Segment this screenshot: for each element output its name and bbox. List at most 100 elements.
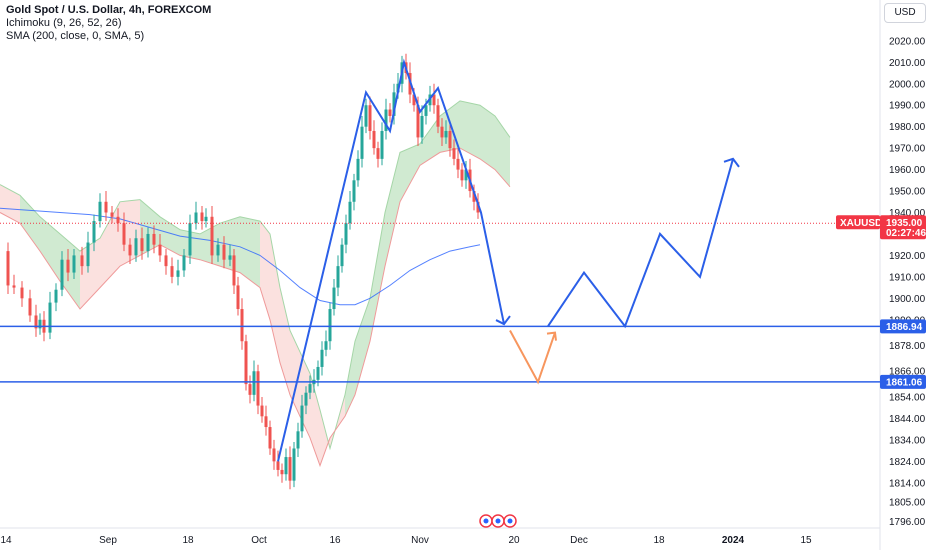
price-tick-label: 1920.00 [889, 251, 926, 262]
time-tick-label: Nov [411, 535, 429, 546]
candle-body [236, 285, 240, 310]
ichimoku-indicator-label[interactable]: Ichimoku (9, 26, 52, 26) [6, 17, 122, 29]
candle-body [296, 431, 300, 449]
candle-body [110, 212, 114, 217]
candle-body [308, 384, 312, 393]
candle-body [134, 238, 138, 256]
candle-body [6, 251, 10, 286]
current-price-label: 1935.00 [886, 218, 923, 229]
price-tick-label: 1900.00 [889, 294, 926, 305]
candle-body [272, 448, 276, 462]
candle-body [316, 366, 320, 380]
time-tick-label: 2024 [722, 535, 745, 546]
ichimoku-cloud-segment [200, 223, 220, 267]
ichimoku-cloud-segment [80, 238, 100, 309]
level-price-tag [880, 319, 926, 334]
candle-body [284, 457, 288, 475]
candle-body [204, 216, 208, 222]
candle-body [380, 130, 384, 159]
candle-body [60, 259, 64, 290]
price-tick-label: 2000.00 [889, 79, 926, 90]
time-tick-label: 18 [182, 535, 194, 546]
candle-body [216, 244, 220, 256]
candle-body [412, 94, 416, 106]
alt-projection-drawing [509, 330, 556, 385]
ichimoku-cloud-segment [100, 201, 120, 288]
time-tick-label: Sep [99, 535, 117, 546]
candle-body [260, 405, 264, 417]
ichimoku-cloud-segment [480, 105, 495, 170]
candle-body [188, 223, 192, 256]
candle-body [146, 233, 150, 252]
candle-body [264, 416, 268, 428]
candle-body [86, 242, 90, 267]
candle-body [240, 309, 244, 342]
candle-body [336, 266, 340, 288]
candle-body [140, 238, 144, 252]
time-tick-label: 18 [653, 535, 665, 546]
ichimoku-cloud-segment [420, 116, 440, 166]
candle-body [388, 109, 392, 116]
candle-body [440, 126, 444, 138]
time-tick-label: 20 [508, 535, 520, 546]
candle-body [432, 94, 436, 106]
candle-body [182, 255, 186, 271]
candle-body [360, 126, 364, 159]
candle-body [170, 266, 174, 277]
candle-body [72, 255, 76, 273]
candle-body [448, 130, 452, 149]
arrow-up-orange-icon [546, 331, 557, 341]
ichimoku-cloud-segment [160, 216, 180, 256]
candle-body [452, 148, 456, 159]
time-tick-label: 16 [329, 535, 341, 546]
ichimoku-cloud-segment [385, 152, 400, 267]
ichimoku-cloud-segment [280, 287, 290, 395]
candle-body [194, 212, 198, 224]
candle-body [12, 285, 16, 288]
candle-body [248, 384, 252, 395]
level-price-tag [880, 374, 926, 389]
candle-body [228, 255, 232, 260]
countdown-label: 02:27:46 [886, 228, 926, 239]
candle-body [348, 201, 352, 224]
us-flag-event-icon-dot [495, 518, 501, 524]
candle-body [464, 169, 468, 181]
ichimoku-cloud-segment [460, 100, 480, 159]
ichimoku-cloud-segment [495, 116, 510, 187]
candle-body [176, 270, 180, 277]
arrow-down-icon [495, 315, 511, 326]
price-tick-label: 1814.00 [889, 478, 926, 489]
ichimoku-cloud-segment [400, 143, 420, 202]
time-tick-label: Dec [570, 535, 588, 546]
current-price-tag [880, 215, 926, 240]
price-tick-label: 1834.00 [889, 435, 926, 446]
arrow-up-icon [723, 157, 740, 168]
candle-body [152, 233, 156, 245]
price-tick-label: 1960.00 [889, 165, 926, 176]
currency-button[interactable]: USD [884, 3, 926, 23]
candle-body [104, 201, 108, 213]
candle-body [34, 315, 38, 329]
candle-body [300, 405, 304, 432]
candle-body [244, 341, 248, 385]
candle-body [210, 216, 214, 256]
candle-body [344, 223, 348, 245]
ichimoku-span-a [0, 100, 511, 451]
sma-indicator-label[interactable]: SMA (200, close, 0, SMA, 5) [6, 30, 145, 42]
candle-body [48, 302, 52, 333]
candle-body [116, 216, 120, 224]
candle-body [472, 191, 476, 202]
candle-body [66, 259, 70, 273]
candle-body [252, 371, 256, 395]
symbol-tag-label: XAUUSD [840, 218, 882, 229]
candle-body [276, 461, 280, 470]
candle-body [20, 287, 24, 299]
ichimoku-cloud-segment [60, 233, 80, 309]
candle-body [320, 349, 324, 367]
ichimoku-cloud-segment [370, 212, 385, 342]
symbol-title: Gold Spot / U.S. Dollar, 4h, FOREXCOM [6, 4, 212, 16]
price-tick-label: 1970.00 [889, 144, 926, 155]
candle-body [376, 148, 380, 159]
